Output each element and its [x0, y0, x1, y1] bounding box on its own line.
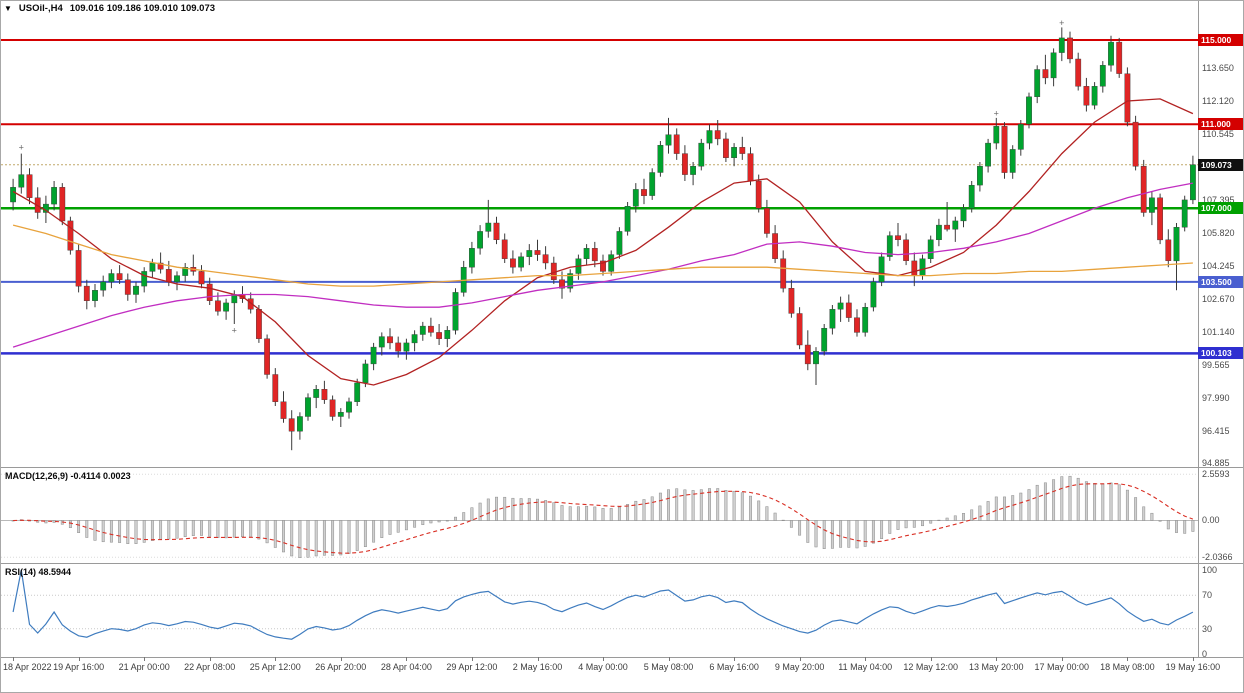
- time-axis-tick: [144, 657, 146, 661]
- time-axis-label: 9 May 20:00: [774, 662, 825, 672]
- macd-axis-label: 2.5593: [1202, 469, 1230, 479]
- time-axis-tick: [799, 657, 801, 661]
- price-axis-label: 101.140: [1202, 327, 1235, 337]
- price-axis-label: 97.990: [1202, 393, 1230, 403]
- time-axis-label: 2 May 16:00: [512, 662, 563, 672]
- ma-magenta: [12, 182, 1194, 348]
- time-axis-label: 21 Apr 00:00: [118, 662, 170, 672]
- price-level-badge: 100.103: [1198, 347, 1243, 359]
- fractal-marker: +: [1059, 18, 1064, 28]
- price-chart-pane[interactable]: + + + +: [1, 1, 1198, 467]
- time-axis-label: 18 May 08:00: [1100, 662, 1155, 672]
- chart-ohlc-values: 109.016 109.186 109.010 109.073: [69, 3, 216, 14]
- rsi-axis-label: 30: [1202, 624, 1213, 634]
- time-axis-tick: [275, 657, 277, 661]
- one-click-trading-arrow[interactable]: ▼: [4, 4, 12, 13]
- price-axis-label: 94.885: [1202, 458, 1230, 468]
- chart-header: ▼ USOil-,H4 109.016 109.186 109.010 109.…: [4, 3, 215, 14]
- candles-layer: [10, 27, 1196, 451]
- price-axis-label: 105.820: [1202, 228, 1235, 238]
- time-axis-label: 13 May 20:00: [969, 662, 1024, 672]
- time-axis-tick: [930, 657, 932, 661]
- pane-separator: [1, 657, 1243, 658]
- rsi-axis-label: 100: [1202, 565, 1218, 575]
- price-axis-label: 107.395: [1202, 195, 1235, 205]
- time-axis-tick: [78, 657, 80, 661]
- time-axis-label: 12 May 12:00: [903, 662, 958, 672]
- time-axis-tick: [537, 657, 539, 661]
- time-axis-tick: [996, 657, 998, 661]
- time-axis-label: 25 Apr 12:00: [249, 662, 301, 672]
- price-level-badge: 115.000: [1198, 34, 1243, 46]
- time-axis-label: 19 Apr 16:00: [53, 662, 105, 672]
- time-axis-label: 11 May 04:00: [838, 662, 893, 672]
- time-axis-tick: [603, 657, 604, 661]
- time-axis-label: 6 May 16:00: [709, 662, 759, 672]
- time-axis-tick: [13, 657, 15, 661]
- price-axis-label: 104.245: [1202, 261, 1235, 271]
- time-axis-tick: [1127, 657, 1129, 661]
- ma-orange: [12, 224, 1193, 287]
- time-axis-label: 4 May 00:00: [578, 662, 628, 672]
- price-axis-label: 102.670: [1202, 294, 1235, 304]
- rsi-indicator-label: RSI(14) 48.5944: [5, 567, 72, 577]
- price-axis-label: 113.650: [1202, 63, 1234, 73]
- rsi-pane[interactable]: [1, 564, 1198, 657]
- price-axis-label: 99.565: [1202, 360, 1230, 370]
- time-axis-label: 26 Apr 20:00: [315, 662, 367, 672]
- price-axis-separator: [1198, 1, 1199, 657]
- price-level-badge: 103.500: [1198, 276, 1243, 288]
- macd-pane[interactable]: [1, 468, 1198, 563]
- pane-separator[interactable]: [1, 467, 1243, 468]
- time-axis-tick: [209, 657, 211, 661]
- rsi-line: [12, 569, 1194, 640]
- macd-axis-label: -2.0366: [1202, 552, 1233, 562]
- time-axis-tick: [1061, 657, 1063, 661]
- time-axis-label: 28 Apr 04:00: [380, 662, 432, 672]
- time-axis-tick: [668, 657, 670, 661]
- time-axis-tick: [471, 657, 473, 661]
- current-price-badge: 109.073: [1198, 159, 1243, 171]
- macd-axis-label: 0.00: [1202, 515, 1220, 525]
- macd-indicator-label: MACD(12,26,9) -0.4114 0.0023: [5, 471, 131, 481]
- price-level-badge: 107.000: [1198, 202, 1243, 214]
- time-axis-label: 19 May 16:00: [1165, 662, 1221, 672]
- time-axis-label: 17 May 00:00: [1034, 662, 1090, 672]
- macd-signal-line: [13, 483, 1194, 554]
- time-axis-tick: [865, 657, 867, 661]
- price-axis[interactable]: 113.650112.120110.545108.970107.395105.8…: [1198, 1, 1243, 659]
- fractal-marker: +: [994, 109, 999, 119]
- price-level-badge: 111.000: [1198, 118, 1243, 130]
- fractal-marker: +: [19, 142, 24, 152]
- time-axis-label: 18 Apr 2022: [3, 662, 52, 672]
- price-axis-label: 96.415: [1202, 426, 1230, 436]
- chart-symbol-period: USOil-,H4: [18, 3, 63, 14]
- time-axis-tick: [406, 657, 408, 661]
- price-axis-label: 112.120: [1202, 96, 1234, 106]
- fractal-marker: +: [232, 325, 237, 335]
- rsi-axis-label: 70: [1202, 590, 1213, 600]
- pane-separator[interactable]: [1, 563, 1243, 564]
- rsi-axis-label: 0: [1202, 649, 1208, 659]
- ma-smoothed-darkred: [12, 98, 1194, 386]
- price-axis-label: 110.545: [1202, 129, 1234, 139]
- time-axis-tick: [734, 657, 736, 661]
- time-axis[interactable]: 18 Apr 2022 19 Apr 16:00 21 Apr 00:00 22 Ap…: [1, 657, 1243, 692]
- time-axis-tick: [1192, 657, 1194, 661]
- time-axis-tick: [340, 657, 342, 661]
- time-axis-label: 5 May 08:00: [643, 662, 694, 672]
- time-axis-label: 29 Apr 12:00: [446, 662, 498, 672]
- time-axis-label: 22 Apr 08:00: [184, 662, 236, 672]
